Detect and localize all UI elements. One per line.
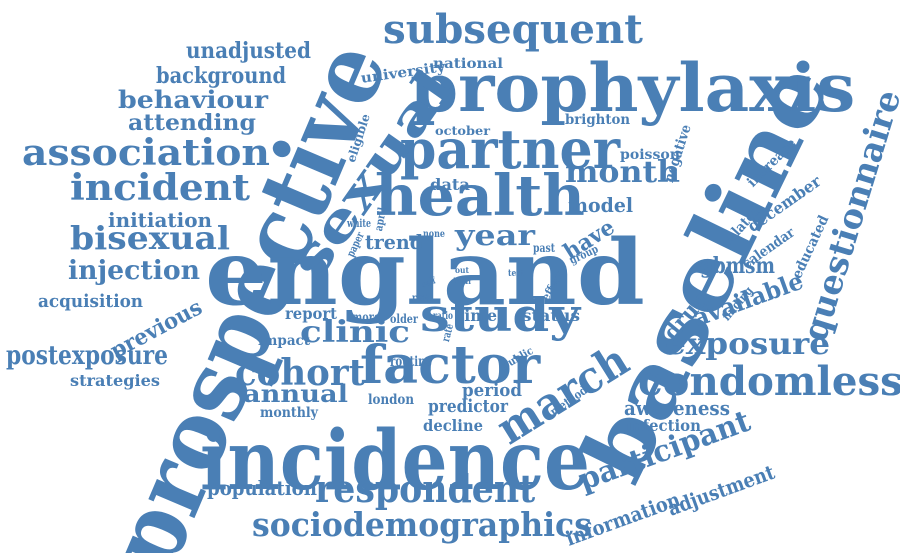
word-association: association (22, 132, 270, 174)
word-poisson: poisson (620, 147, 680, 163)
word-prophylaxis: prophylaxis (410, 49, 856, 127)
word-incident: incident (70, 167, 250, 209)
word-white: white (347, 217, 371, 230)
word-older: older (390, 312, 419, 326)
word-unadjusted: unadjusted (186, 38, 312, 64)
word-routine: routine (390, 354, 432, 370)
word-strategies: strategies (70, 371, 161, 390)
word-initiation: initiation (108, 208, 213, 232)
word-study: study (420, 288, 580, 342)
word-october: october (435, 124, 491, 138)
word-attending: attending (128, 110, 256, 136)
word-partner: partner (400, 117, 621, 181)
word-trend: trend (365, 230, 423, 254)
word-year: year (455, 219, 535, 252)
word-subsequent: subsequent (383, 6, 643, 53)
word-injection: injection (68, 256, 201, 286)
word-test: test (508, 269, 524, 279)
word-monthly: monthly (260, 405, 318, 421)
word-exposure: exposure (665, 327, 831, 362)
word-background: background (156, 63, 287, 89)
word-out: out (455, 265, 469, 275)
word-clinic: clinic (300, 315, 411, 350)
word-sociodemographics: sociodemographics (252, 505, 592, 544)
word-condomless: condomless (638, 358, 900, 405)
word-population: population (207, 476, 317, 500)
word-respondent: respondent (315, 466, 536, 511)
word-infection: infection (626, 416, 701, 435)
word-cohort: cohort (235, 352, 366, 394)
word-postexposure: postexposure (6, 341, 168, 371)
word-decline: decline (423, 416, 484, 435)
word-ratio: ratio (433, 311, 453, 322)
word-time: time (457, 306, 498, 325)
word-annual: annual (243, 379, 348, 408)
word-model: model (568, 193, 634, 217)
word-month: month (565, 155, 681, 190)
word-factor: factor (360, 335, 541, 396)
word-awareness: awareness (624, 396, 730, 420)
word-period: period (462, 380, 523, 401)
word-health: health (375, 163, 585, 229)
word-adjustment: adjustment (664, 459, 778, 521)
word-acquisition: acquisition (38, 291, 144, 312)
word-england: england (205, 220, 645, 326)
word-national: national (433, 56, 504, 72)
word-brighton: brighton (565, 112, 631, 128)
word-bisexual: bisexual (70, 219, 230, 257)
word-trial: trial (453, 277, 471, 287)
word-behaviour: behaviour (118, 85, 269, 114)
word-data: data (430, 175, 470, 194)
word-more: more (352, 310, 380, 326)
word-risk: risk (412, 293, 431, 304)
word-impact: impact (258, 333, 310, 349)
word-report: report (285, 304, 338, 323)
word-incidence: incidence (200, 413, 590, 509)
word-london: london (368, 392, 415, 408)
word-status: status (522, 306, 580, 325)
word-gbmsm: gbmsm (700, 253, 776, 279)
word-past: past (533, 241, 556, 255)
word-predictor: predictor (428, 396, 509, 417)
word-none: none (423, 229, 446, 240)
